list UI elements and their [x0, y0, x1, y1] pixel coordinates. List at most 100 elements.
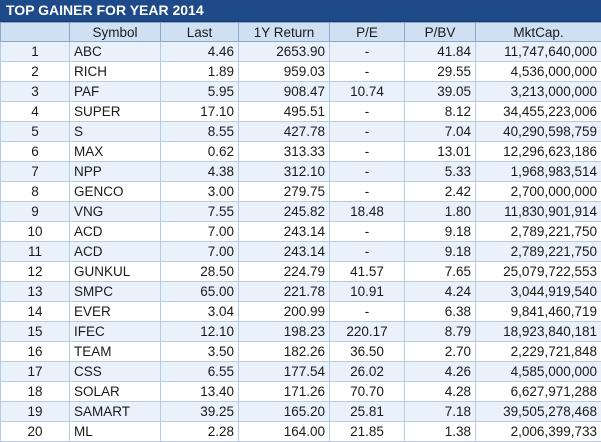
cell-last: 1.89	[161, 62, 239, 82]
cell-last: 17.10	[161, 102, 239, 122]
cell-symbol: ACD	[70, 242, 161, 262]
cell-pbv: 4.26	[405, 362, 476, 382]
cell-pbv: 29.55	[405, 62, 476, 82]
top-gainer-table: Symbol Last 1Y Return P/E P/BV MktCap. 1…	[0, 22, 601, 442]
column-header-pe: P/E	[330, 23, 405, 42]
cell-symbol: IFEC	[70, 322, 161, 342]
cell-last: 13.40	[161, 382, 239, 402]
cell-1y-return: 182.26	[239, 342, 330, 362]
cell-1y-return: 177.54	[239, 362, 330, 382]
cell-pe: 10.91	[330, 282, 405, 302]
cell-symbol: CSS	[70, 362, 161, 382]
cell-symbol: GUNKUL	[70, 262, 161, 282]
cell-symbol: MAX	[70, 142, 161, 162]
cell-1y-return: 279.75	[239, 182, 330, 202]
cell-mktcap: 2,789,221,750	[476, 242, 601, 262]
column-header-pbv: P/BV	[405, 23, 476, 42]
cell-rank: 14	[1, 302, 70, 322]
cell-pe: -	[330, 222, 405, 242]
cell-last: 65.00	[161, 282, 239, 302]
cell-last: 0.62	[161, 142, 239, 162]
cell-pbv: 41.84	[405, 42, 476, 62]
cell-rank: 13	[1, 282, 70, 302]
table-title: TOP GAINER FOR YEAR 2014	[0, 0, 601, 22]
cell-rank: 11	[1, 242, 70, 262]
cell-mktcap: 11,747,640,000	[476, 42, 601, 62]
cell-rank: 16	[1, 342, 70, 362]
cell-rank: 2	[1, 62, 70, 82]
cell-pbv: 6.38	[405, 302, 476, 322]
cell-pe: 36.50	[330, 342, 405, 362]
cell-pe: -	[330, 62, 405, 82]
cell-pbv: 9.18	[405, 222, 476, 242]
cell-rank: 7	[1, 162, 70, 182]
cell-pbv: 7.65	[405, 262, 476, 282]
cell-rank: 15	[1, 322, 70, 342]
cell-last: 12.10	[161, 322, 239, 342]
cell-pe: 41.57	[330, 262, 405, 282]
cell-1y-return: 427.78	[239, 122, 330, 142]
cell-symbol: NPP	[70, 162, 161, 182]
cell-rank: 20	[1, 422, 70, 442]
cell-mktcap: 1,968,983,514	[476, 162, 601, 182]
cell-rank: 9	[1, 202, 70, 222]
cell-rank: 17	[1, 362, 70, 382]
cell-symbol: ML	[70, 422, 161, 442]
cell-pe: 10.74	[330, 82, 405, 102]
cell-pbv: 13.01	[405, 142, 476, 162]
cell-last: 7.55	[161, 202, 239, 222]
cell-symbol: ABC	[70, 42, 161, 62]
cell-1y-return: 2653.90	[239, 42, 330, 62]
cell-last: 3.50	[161, 342, 239, 362]
cell-last: 3.04	[161, 302, 239, 322]
cell-1y-return: 312.10	[239, 162, 330, 182]
cell-pbv: 8.79	[405, 322, 476, 342]
column-header-rank	[1, 23, 70, 42]
cell-rank: 6	[1, 142, 70, 162]
cell-pe: 26.02	[330, 362, 405, 382]
header-row: Symbol Last 1Y Return P/E P/BV MktCap.	[1, 23, 601, 42]
cell-pe: -	[330, 162, 405, 182]
cell-pe: 70.70	[330, 382, 405, 402]
cell-mktcap: 3,213,000,000	[476, 82, 601, 102]
cell-pe: -	[330, 122, 405, 142]
cell-pe: -	[330, 182, 405, 202]
cell-mktcap: 6,627,971,288	[476, 382, 601, 402]
cell-pbv: 8.12	[405, 102, 476, 122]
spreadsheet: TOP GAINER FOR YEAR 2014 Symbol Last 1Y …	[0, 0, 601, 419]
cell-mktcap: 4,536,000,000	[476, 62, 601, 82]
cell-mktcap: 4,585,000,000	[476, 362, 601, 382]
cell-rank: 1	[1, 42, 70, 62]
cell-pbv: 39.05	[405, 82, 476, 102]
cell-last: 6.55	[161, 362, 239, 382]
cell-1y-return: 959.03	[239, 62, 330, 82]
cell-pbv: 5.33	[405, 162, 476, 182]
cell-1y-return: 221.78	[239, 282, 330, 302]
cell-symbol: TEAM	[70, 342, 161, 362]
cell-pbv: 2.70	[405, 342, 476, 362]
cell-symbol: RICH	[70, 62, 161, 82]
cell-1y-return: 200.99	[239, 302, 330, 322]
cell-1y-return: 908.47	[239, 82, 330, 102]
cell-mktcap: 9,841,460,719	[476, 302, 601, 322]
cell-pe: -	[330, 302, 405, 322]
cell-pbv: 7.04	[405, 122, 476, 142]
cell-symbol: PAF	[70, 82, 161, 102]
cell-mktcap: 2,700,000,000	[476, 182, 601, 202]
cell-mktcap: 34,455,223,006	[476, 102, 601, 122]
cell-pbv: 1.80	[405, 202, 476, 222]
cell-mktcap: 40,290,598,759	[476, 122, 601, 142]
